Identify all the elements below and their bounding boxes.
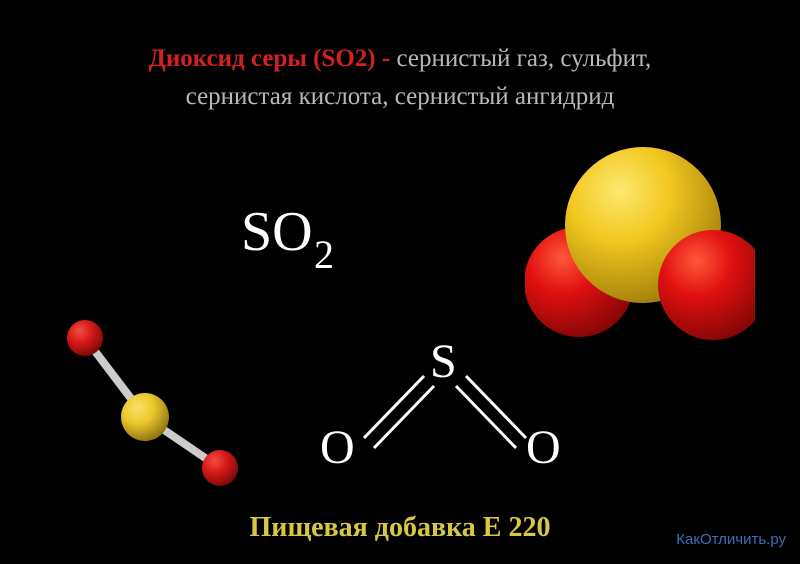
sulfur-atom bbox=[121, 393, 169, 441]
title-synonyms-2: сернистая кислота, сернистый ангидрид bbox=[0, 78, 800, 116]
formula-element: SO bbox=[241, 200, 313, 264]
struct-oxygen-left: O bbox=[320, 420, 355, 475]
struct-oxygen-right: O bbox=[526, 420, 561, 475]
watermark-text: КакОтличить.ру bbox=[676, 531, 786, 548]
struct-sulfur: S bbox=[430, 334, 457, 389]
title-synonyms-1: сернистый газ, сульфит, bbox=[390, 45, 651, 72]
structural-formula: S O O bbox=[310, 330, 570, 470]
oxygen-atom-1 bbox=[67, 320, 103, 356]
header-block: Диоксид серы (SO2) - сернистый газ, суль… bbox=[0, 40, 800, 115]
formula-subscript: 2 bbox=[314, 231, 334, 278]
title-compound: Диоксид серы (SO2) - bbox=[149, 45, 391, 72]
title-line-1: Диоксид серы (SO2) - сернистый газ, суль… bbox=[0, 40, 800, 78]
spacefill-model bbox=[525, 140, 755, 340]
ball-stick-model bbox=[55, 270, 255, 490]
oxygen-atom-2 bbox=[202, 450, 238, 486]
